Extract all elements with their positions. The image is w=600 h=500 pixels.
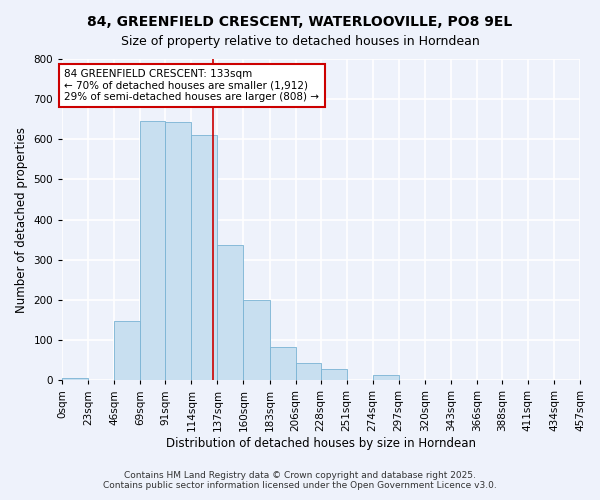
Bar [62,378,88,380]
Y-axis label: Number of detached properties: Number of detached properties [15,126,28,312]
Bar [166,122,191,380]
Bar [140,122,166,380]
Bar [296,363,320,380]
Bar [217,244,244,380]
X-axis label: Distribution of detached houses by size in Horndean: Distribution of detached houses by size … [166,437,476,450]
Bar [191,134,217,380]
Text: 84, GREENFIELD CRESCENT, WATERLOOVILLE, PO8 9EL: 84, GREENFIELD CRESCENT, WATERLOOVILLE, … [88,15,512,29]
Text: Contains HM Land Registry data © Crown copyright and database right 2025.
Contai: Contains HM Land Registry data © Crown c… [103,470,497,490]
Bar [269,347,296,380]
Text: Size of property relative to detached houses in Horndean: Size of property relative to detached ho… [121,35,479,48]
Bar [373,376,399,380]
Bar [115,321,140,380]
Text: 84 GREENFIELD CRESCENT: 133sqm
← 70% of detached houses are smaller (1,912)
29% : 84 GREENFIELD CRESCENT: 133sqm ← 70% of … [64,69,319,102]
Bar [244,300,269,380]
Bar [320,370,347,380]
